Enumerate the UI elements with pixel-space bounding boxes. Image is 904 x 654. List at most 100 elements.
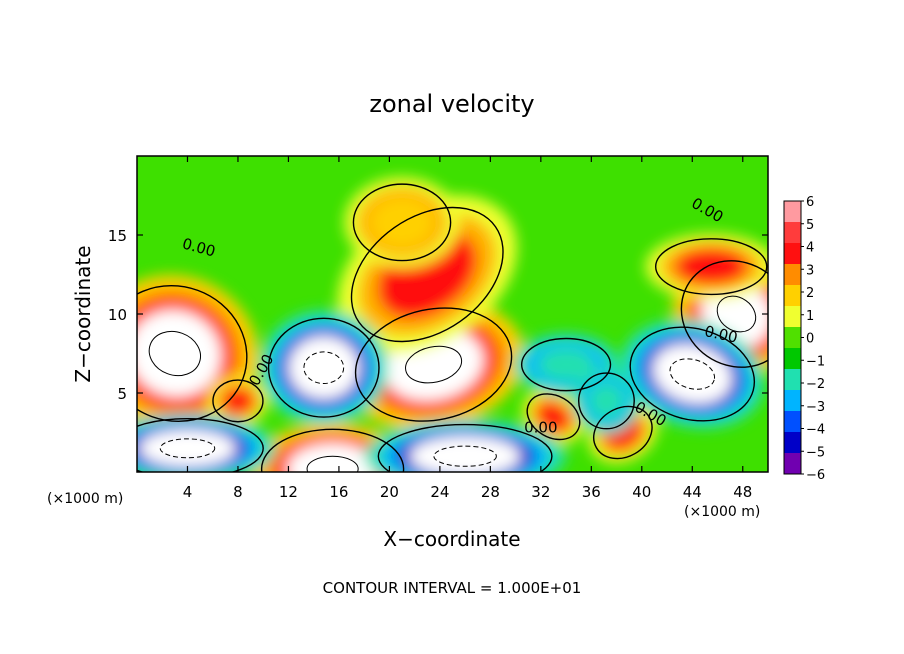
field-band xyxy=(287,443,379,472)
x-tick-label: 16 xyxy=(329,483,348,501)
colorbar-label: 2 xyxy=(806,286,814,301)
field-band xyxy=(137,310,221,397)
colorbar-label: −5 xyxy=(806,445,825,460)
x-tick-label: 36 xyxy=(582,483,601,501)
field-feature-high xyxy=(250,423,415,472)
inner-contour xyxy=(405,345,463,384)
colorbar-swatch xyxy=(784,306,801,328)
y-tick-label: 5 xyxy=(117,385,127,403)
colorbar-swatch xyxy=(784,390,801,412)
colorbar-swatch xyxy=(784,369,801,391)
inner-contour xyxy=(716,295,757,333)
contour-line xyxy=(260,428,405,472)
colorbar-label: −1 xyxy=(806,354,825,369)
x-tick-label: 24 xyxy=(430,483,449,501)
contour-line xyxy=(354,307,513,422)
zero-contour xyxy=(354,307,513,422)
colorbar-swatch xyxy=(784,348,801,370)
colorbar-swatch xyxy=(784,264,801,286)
y-tick-label: 15 xyxy=(108,227,127,245)
colorbar-label: 4 xyxy=(806,241,814,256)
field-band xyxy=(536,401,571,432)
colorbar-swatch xyxy=(784,285,801,307)
inner-contour xyxy=(303,351,345,385)
zero-contour xyxy=(137,417,264,472)
contour-line xyxy=(137,284,248,423)
contour-interval-label: CONTOUR INTERVAL = 1.000E+01 xyxy=(323,579,582,597)
zero-contour xyxy=(260,428,405,472)
colorbar-label: −3 xyxy=(806,400,825,415)
x-tick-label: 32 xyxy=(531,483,550,501)
contour-value-label: 0.00 xyxy=(524,419,557,437)
x-tick-label: 8 xyxy=(233,483,243,501)
field-feature-low xyxy=(573,368,640,434)
colorbar-swatch xyxy=(784,411,801,433)
plot-area xyxy=(137,156,768,472)
y-axis-title: Z−coordinate xyxy=(71,245,95,382)
y-axis-ticks: 5 10 15 xyxy=(108,227,768,403)
zero-contour xyxy=(137,284,248,423)
y-tick-label: 10 xyxy=(108,306,127,324)
zero-contour xyxy=(377,423,553,472)
contour-line xyxy=(267,317,380,418)
inner-contour xyxy=(148,330,201,377)
x-tick-label: 44 xyxy=(683,483,702,501)
x-units-label: (×1000 m) xyxy=(684,504,760,520)
colorbar-label: 5 xyxy=(806,218,814,233)
colorbar-swatch xyxy=(784,222,801,244)
colorbar-label: −6 xyxy=(806,468,825,483)
zero-contour xyxy=(593,405,653,460)
field-band xyxy=(674,248,748,285)
zero-contour xyxy=(629,326,756,422)
x-tick-label: 40 xyxy=(632,483,651,501)
velocity-field xyxy=(137,177,768,472)
zero-contour xyxy=(212,379,264,423)
x-tick-label: 20 xyxy=(380,483,399,501)
x-axis-ticks: 4 8 12 16 20 24 28 32 36 40 44 48 xyxy=(183,156,752,501)
inner-contour xyxy=(306,455,359,472)
colorbar-swatch xyxy=(784,201,801,223)
x-tick-label: 48 xyxy=(733,483,752,501)
contour-line xyxy=(350,206,504,343)
zero-contour xyxy=(267,317,380,418)
colorbar-label: 3 xyxy=(806,263,814,278)
field-feature-low xyxy=(620,319,765,429)
colorbar-swatch xyxy=(784,432,801,454)
contour-line xyxy=(654,238,768,296)
contour-line xyxy=(520,337,612,392)
chart-title: zonal velocity xyxy=(369,90,534,118)
field-band xyxy=(588,382,625,420)
colorbar-label: 1 xyxy=(806,309,814,324)
colorbar-label: 0 xyxy=(806,332,814,347)
field-feature-low xyxy=(364,419,566,472)
colorbar: 6 5 4 3 2 1 0 −1 −2 −3 −4 −5 −6 xyxy=(783,195,825,483)
field-feature-low xyxy=(259,310,388,425)
colorbar-swatch xyxy=(784,243,801,265)
zero-contour xyxy=(350,206,504,343)
zero-contour xyxy=(526,393,581,441)
zero-contour xyxy=(352,183,452,262)
colorbar-swatch xyxy=(784,453,801,475)
colorbar-label: 6 xyxy=(806,195,814,210)
contour-line xyxy=(593,405,653,460)
contour-line xyxy=(352,183,452,262)
colorbar-label: −4 xyxy=(806,423,825,438)
x-tick-label: 12 xyxy=(279,483,298,501)
field-band xyxy=(409,435,521,472)
field-feature-high xyxy=(337,195,517,354)
contour-line xyxy=(137,417,264,472)
field-band xyxy=(221,387,255,415)
inner-contour xyxy=(433,445,497,467)
inner-contour xyxy=(159,438,216,459)
x-tick-label: 4 xyxy=(183,483,193,501)
contour-line xyxy=(629,326,756,422)
contour-line xyxy=(377,423,553,472)
field-band xyxy=(288,336,360,400)
zero-contour xyxy=(520,337,612,392)
y-units-label: (×1000 m) xyxy=(47,491,123,507)
contour-line xyxy=(526,393,581,441)
field-band xyxy=(139,429,236,468)
field-band xyxy=(537,347,596,382)
field-feature-high xyxy=(208,376,268,426)
